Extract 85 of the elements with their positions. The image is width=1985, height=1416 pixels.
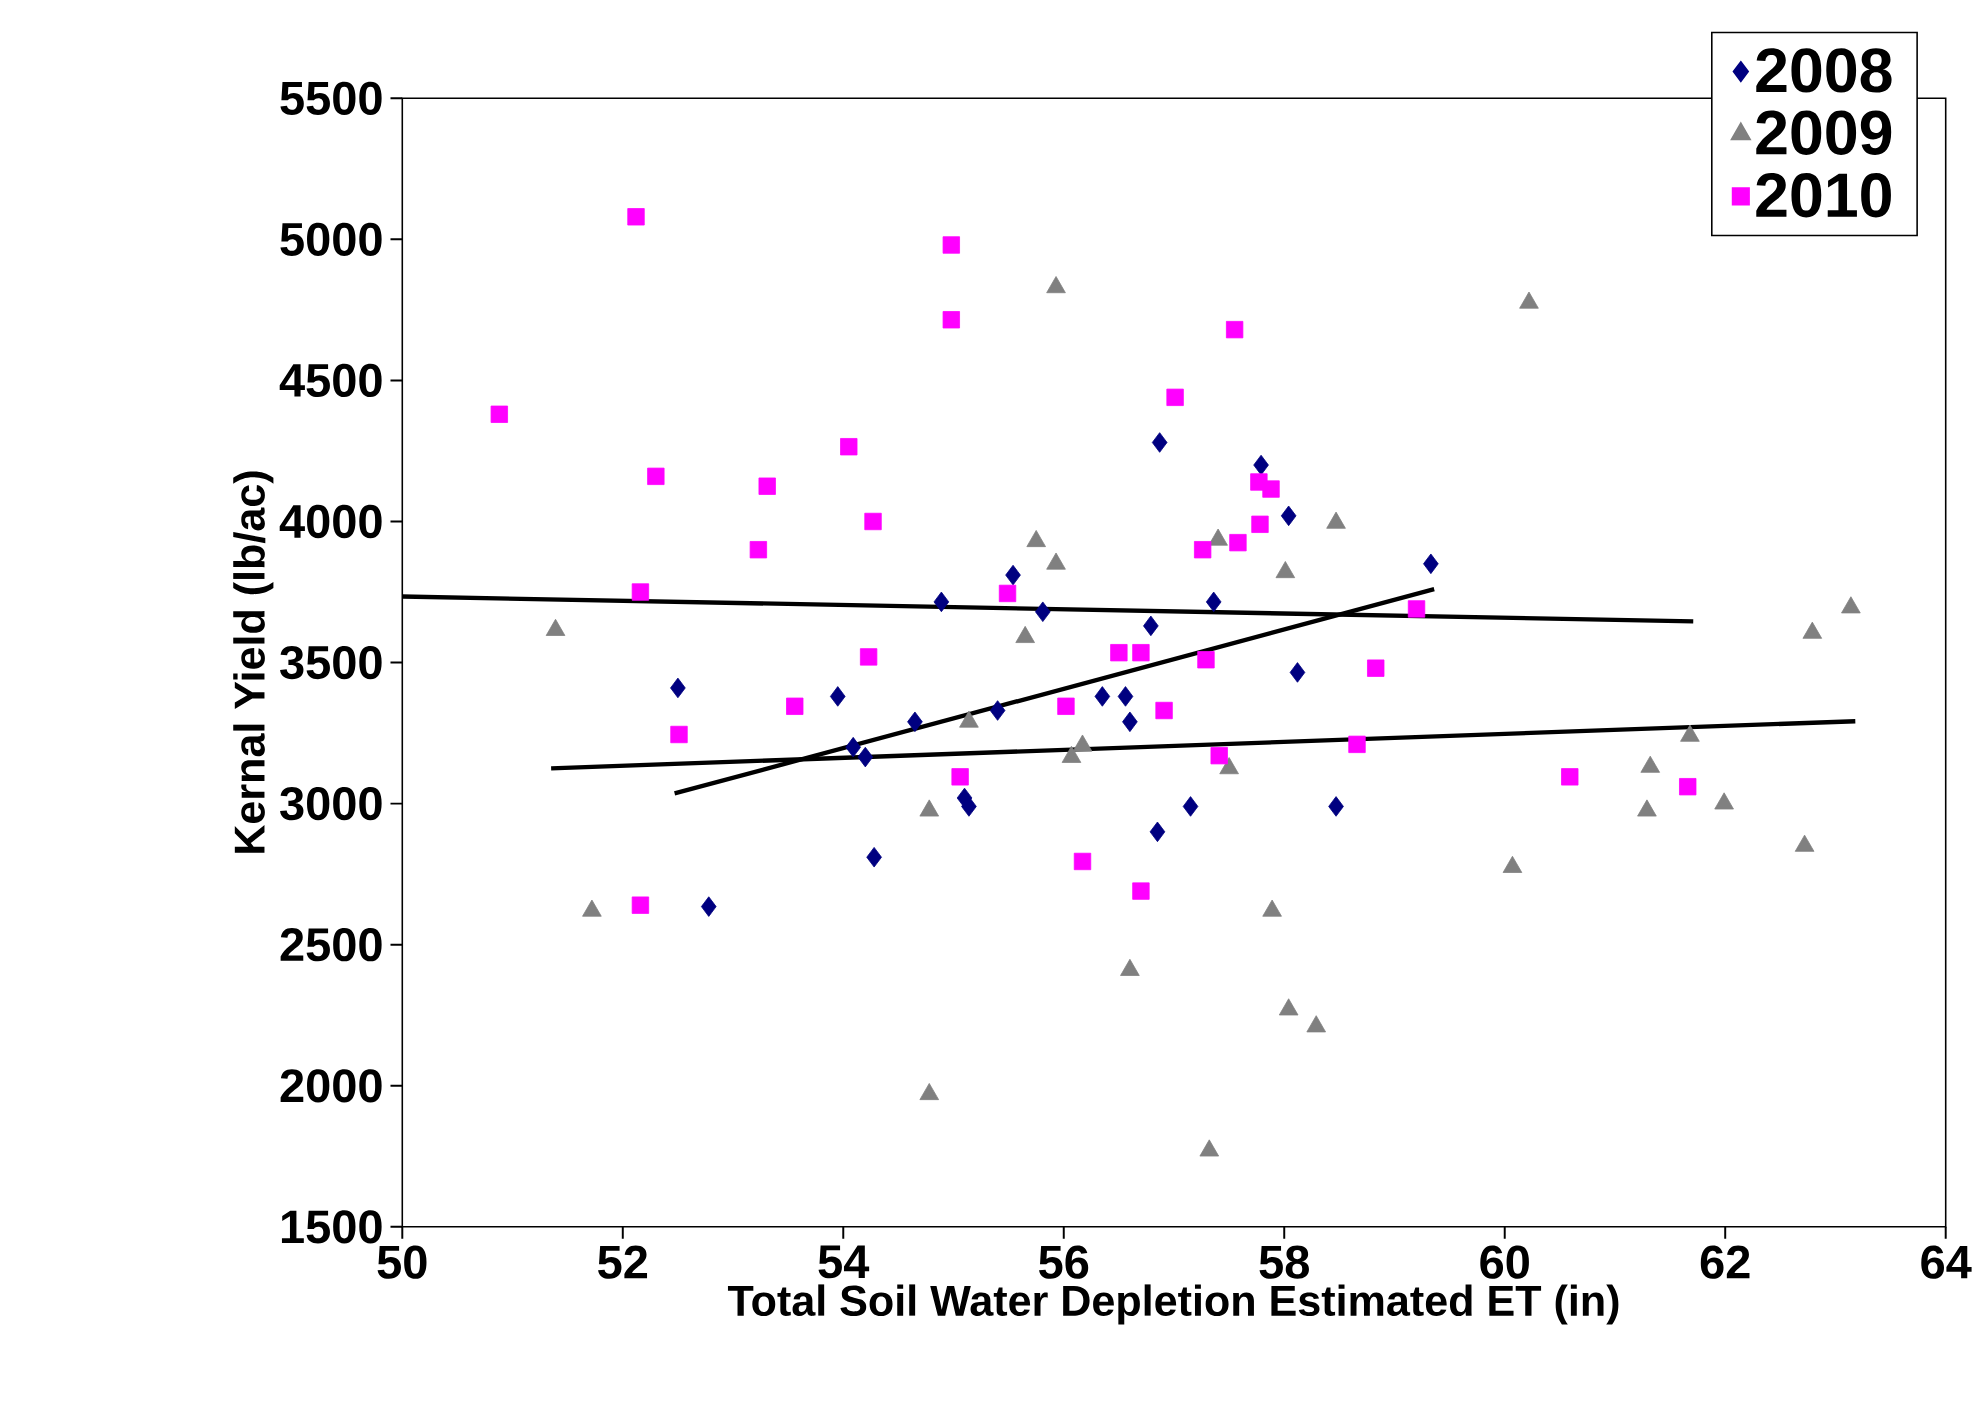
point — [1561, 768, 1579, 786]
point — [670, 726, 688, 744]
point — [829, 686, 846, 707]
point — [1262, 480, 1280, 498]
x-tick-label: 64 — [1921, 1245, 1972, 1280]
point — [1251, 515, 1269, 534]
y-tick-label: 3000 — [280, 787, 382, 821]
point — [859, 648, 878, 666]
y-tick-label: 2000 — [280, 1069, 382, 1103]
legend-label: 2010 — [1756, 173, 1891, 218]
point — [919, 1083, 940, 1101]
y-tick-label: 4500 — [279, 363, 382, 398]
legend-label: 2008 — [1756, 48, 1892, 93]
point — [1210, 747, 1228, 765]
point — [1289, 662, 1306, 683]
point — [942, 311, 960, 329]
point — [1328, 796, 1344, 817]
point — [1348, 735, 1366, 754]
point — [1057, 697, 1075, 716]
point — [989, 700, 1006, 721]
point — [1035, 601, 1051, 623]
y-tick-label: 4000 — [279, 505, 382, 539]
point — [998, 584, 1017, 603]
point — [1280, 505, 1297, 527]
point — [670, 677, 686, 699]
legend-label: 2009 — [1756, 110, 1892, 156]
point — [1225, 321, 1244, 339]
y-tick-label: 5500 — [280, 81, 382, 116]
point — [1166, 388, 1184, 407]
x-tick-label: 50 — [377, 1245, 427, 1280]
point — [857, 747, 874, 768]
point — [1182, 796, 1199, 817]
point — [1149, 821, 1166, 843]
point — [1502, 856, 1523, 874]
point — [1205, 591, 1222, 613]
x-tick-label: 62 — [1700, 1245, 1750, 1280]
point — [1094, 686, 1111, 707]
point — [1122, 711, 1138, 733]
point — [631, 583, 650, 601]
point — [1229, 534, 1247, 552]
point — [933, 591, 950, 613]
point — [951, 768, 969, 786]
point — [786, 697, 804, 716]
x-tick-label: 54 — [818, 1245, 870, 1279]
point — [1005, 565, 1021, 586]
point — [1679, 778, 1697, 796]
point — [1197, 651, 1215, 669]
point — [1423, 553, 1439, 575]
point — [907, 711, 923, 733]
y-tick-label: 1500 — [281, 1210, 382, 1244]
point — [1143, 615, 1159, 637]
point — [866, 847, 882, 868]
x-tick-label: 58 — [1259, 1245, 1309, 1280]
point — [1132, 882, 1150, 900]
x-tick-label: 52 — [598, 1245, 648, 1280]
point — [631, 896, 650, 915]
point — [1151, 432, 1168, 453]
point — [749, 541, 768, 559]
point — [1117, 686, 1134, 707]
point — [1155, 702, 1173, 720]
x-tick-label: 56 — [1039, 1245, 1089, 1280]
y-tick-label: 2500 — [280, 928, 382, 962]
y-axis-title: Kernal Yield (lb/ac) — [233, 471, 274, 854]
point — [1194, 541, 1212, 559]
y-tick-label: 3500 — [280, 646, 382, 680]
point — [1132, 644, 1150, 662]
point — [1120, 959, 1140, 977]
x-tick-label: 60 — [1480, 1245, 1529, 1280]
point — [647, 467, 665, 486]
point — [840, 438, 858, 456]
point — [490, 405, 508, 424]
y-tick-label: 5000 — [280, 222, 382, 257]
point — [1253, 455, 1269, 476]
point — [1073, 853, 1092, 871]
x-axis-title: Total Soil Water Depletion Estimated ET (in) — [727, 1284, 1619, 1325]
point — [627, 208, 645, 226]
point — [1367, 659, 1385, 678]
point — [1110, 644, 1128, 662]
point — [961, 796, 977, 817]
point — [1407, 600, 1426, 618]
point — [701, 896, 717, 918]
point — [758, 477, 776, 496]
point — [845, 737, 861, 758]
point — [864, 513, 882, 531]
point — [942, 236, 960, 254]
